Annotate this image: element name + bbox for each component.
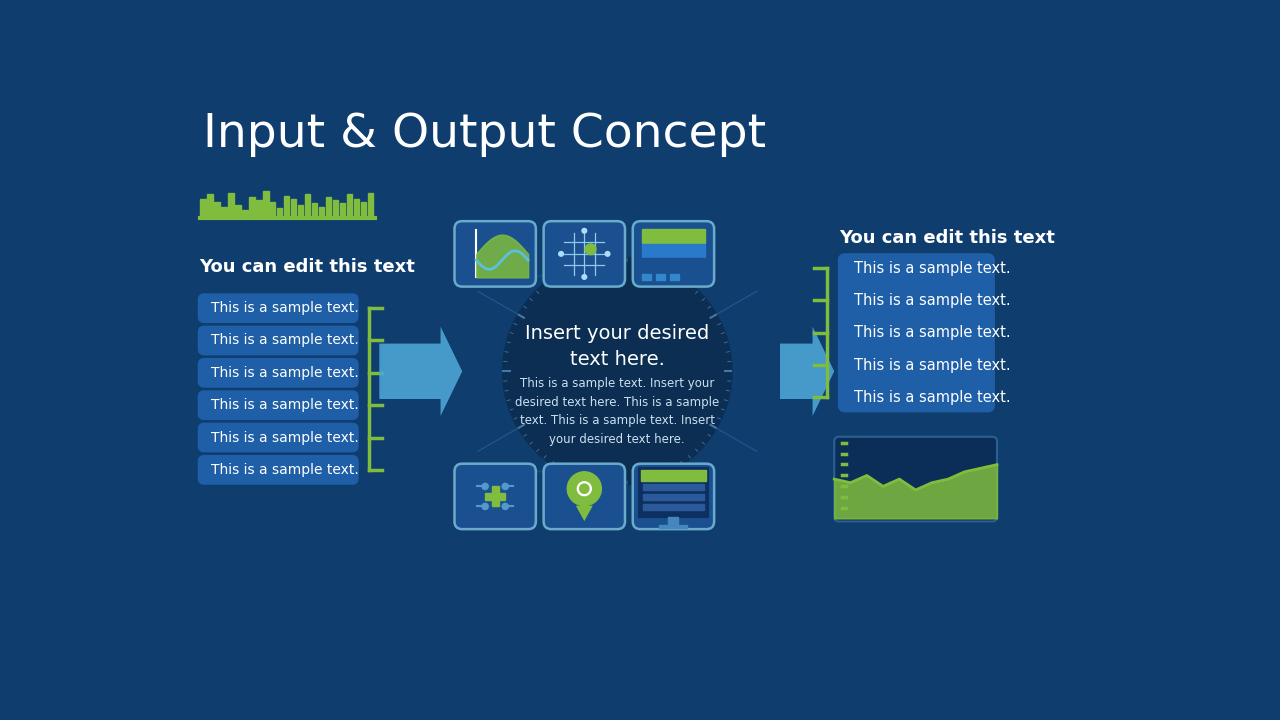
FancyBboxPatch shape — [632, 464, 714, 529]
FancyBboxPatch shape — [198, 391, 357, 419]
Polygon shape — [780, 327, 835, 416]
Bar — [643, 229, 705, 243]
Bar — [333, 200, 338, 216]
FancyBboxPatch shape — [454, 464, 536, 529]
Circle shape — [577, 482, 591, 495]
Circle shape — [502, 503, 508, 510]
Bar — [207, 194, 212, 216]
Text: This is a sample text.: This is a sample text. — [211, 431, 358, 444]
Bar — [639, 468, 708, 517]
FancyBboxPatch shape — [544, 464, 625, 529]
Bar — [643, 484, 704, 490]
Bar — [353, 199, 360, 216]
Bar — [640, 470, 707, 481]
Text: This is a sample text.: This is a sample text. — [211, 301, 358, 315]
Bar — [312, 204, 317, 216]
Bar — [319, 207, 324, 216]
Bar — [276, 208, 283, 216]
Bar — [284, 196, 289, 216]
Text: Input & Output Concept: Input & Output Concept — [202, 112, 765, 157]
Circle shape — [582, 228, 586, 233]
Bar — [270, 202, 275, 216]
Bar — [326, 197, 332, 216]
Text: You can edit this text: You can edit this text — [198, 258, 415, 276]
Bar — [643, 494, 704, 500]
FancyBboxPatch shape — [454, 221, 536, 287]
FancyBboxPatch shape — [198, 423, 357, 451]
Bar — [200, 199, 206, 216]
Text: This is a sample text.: This is a sample text. — [211, 463, 358, 477]
Bar — [643, 504, 704, 510]
FancyBboxPatch shape — [198, 327, 357, 354]
FancyBboxPatch shape — [198, 294, 357, 322]
Bar — [214, 202, 220, 216]
Circle shape — [502, 483, 508, 490]
Bar — [228, 193, 234, 216]
Bar — [221, 207, 227, 216]
Bar — [492, 487, 499, 506]
Circle shape — [503, 257, 732, 485]
Polygon shape — [576, 505, 593, 521]
Circle shape — [605, 251, 609, 256]
Bar — [367, 193, 374, 216]
FancyBboxPatch shape — [198, 359, 357, 387]
Bar — [298, 205, 303, 216]
Bar — [347, 194, 352, 216]
Bar — [291, 199, 297, 216]
Circle shape — [483, 503, 488, 510]
FancyBboxPatch shape — [835, 437, 997, 521]
Bar — [643, 274, 652, 280]
Circle shape — [582, 274, 586, 279]
Bar — [643, 244, 705, 256]
Circle shape — [483, 483, 488, 490]
Text: This is a sample text.: This is a sample text. — [211, 333, 358, 348]
Text: You can edit this text: You can edit this text — [838, 229, 1055, 247]
Bar — [657, 274, 666, 280]
Circle shape — [561, 231, 608, 277]
Text: This is a sample text.: This is a sample text. — [855, 325, 1011, 341]
Circle shape — [580, 484, 589, 493]
Bar — [659, 525, 687, 528]
Text: This is a sample text.: This is a sample text. — [855, 358, 1011, 373]
Bar — [669, 274, 680, 280]
Bar — [361, 202, 366, 216]
Circle shape — [559, 251, 563, 256]
Bar — [639, 272, 709, 283]
Bar — [264, 191, 269, 216]
FancyBboxPatch shape — [838, 254, 993, 411]
Text: This is a sample text. Insert your
desired text here. This is a sample
text. Thi: This is a sample text. Insert your desir… — [515, 377, 719, 446]
Bar — [485, 493, 506, 500]
FancyBboxPatch shape — [198, 456, 357, 484]
Text: This is a sample text.: This is a sample text. — [211, 366, 358, 380]
FancyBboxPatch shape — [544, 221, 625, 287]
Bar — [250, 197, 255, 216]
Circle shape — [585, 244, 596, 255]
Bar — [643, 258, 705, 271]
Bar — [668, 517, 678, 526]
Bar — [242, 210, 247, 216]
Circle shape — [567, 472, 602, 505]
Bar — [256, 200, 261, 216]
FancyBboxPatch shape — [632, 221, 714, 287]
Text: This is a sample text.: This is a sample text. — [855, 293, 1011, 308]
Text: This is a sample text.: This is a sample text. — [211, 398, 358, 412]
Bar — [339, 204, 346, 216]
Bar — [236, 205, 241, 216]
Text: Insert your desired
text here.: Insert your desired text here. — [525, 324, 709, 369]
Text: This is a sample text.: This is a sample text. — [855, 261, 1011, 276]
Bar — [305, 194, 310, 216]
Polygon shape — [379, 327, 462, 416]
Text: This is a sample text.: This is a sample text. — [855, 390, 1011, 405]
